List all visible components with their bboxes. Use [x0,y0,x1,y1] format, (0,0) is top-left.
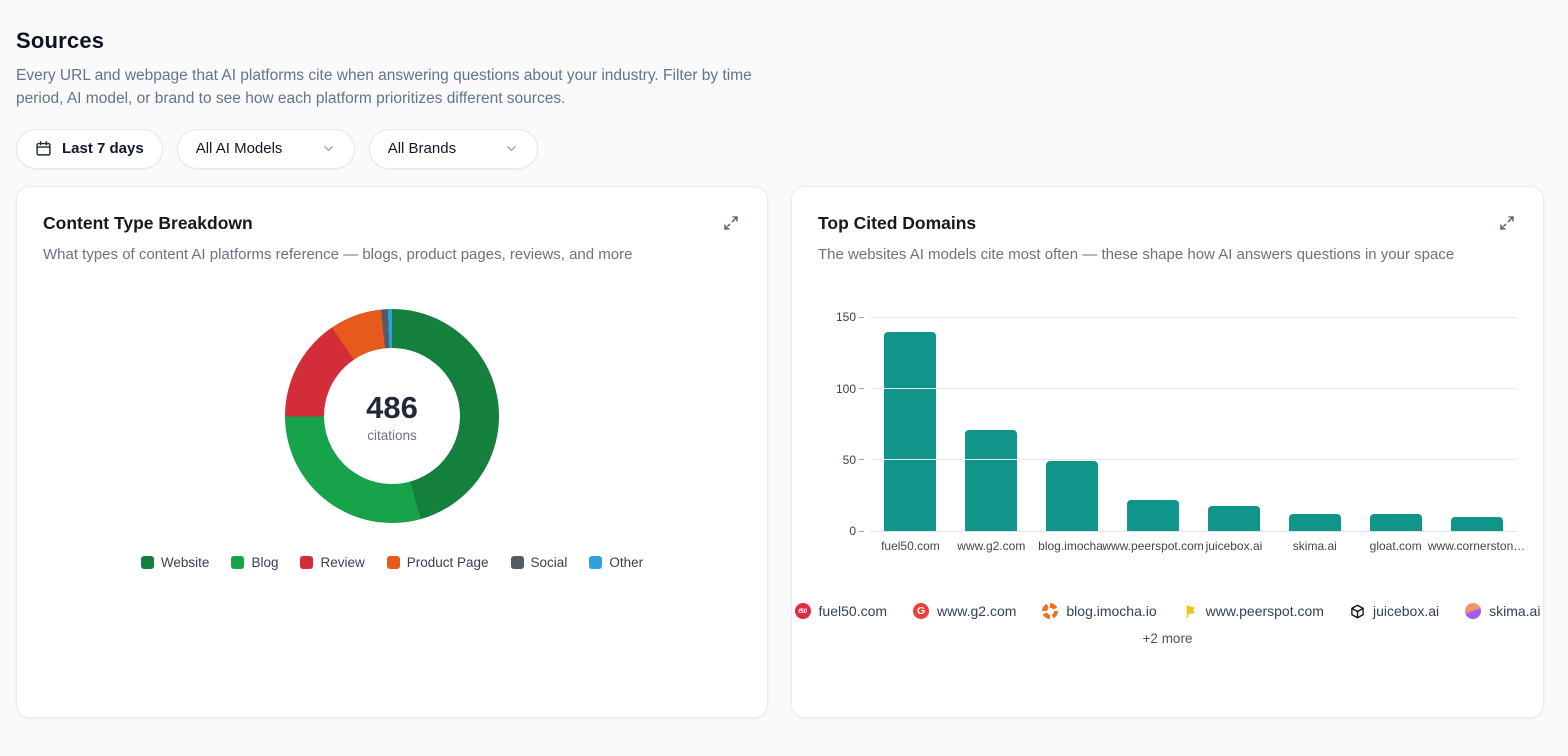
legend-swatch [140,556,154,570]
citation-total-label: citations [367,427,417,443]
citation-total: 486 [366,389,418,425]
content-type-donut-chart[interactable]: 486 citations [285,309,499,524]
content-type-card-title: Content Type Breakdown [43,212,253,233]
x-tick-label: gloat.com [1369,539,1422,554]
top-domains-card: Top Cited Domains The websites AI models… [791,185,1544,718]
juicebox-favicon [1350,604,1365,619]
chevron-down-icon [504,141,519,156]
bar[interactable] [1288,514,1341,532]
sources-page: Sources Every URL and webpage that AI pl… [0,0,1568,718]
gridline [870,459,1517,461]
y-tick-label: 150 [836,310,864,324]
bar[interactable] [1369,514,1422,532]
legend-item: Other [589,555,643,570]
x-tick-label: juicebox.ai [1205,539,1263,554]
expand-button[interactable] [717,209,745,237]
x-tick-label: blog.imocha. [1038,539,1107,554]
x-tick-label: www.cornerston… [1427,539,1526,554]
x-tick-label: skima.ai [1292,539,1337,554]
g2-favicon: G [913,603,930,620]
top-domains-card-title: Top Cited Domains [818,212,977,233]
x-tick-label: fuel50.com [881,539,940,554]
legend-item: Social [510,555,567,570]
page-title: Sources [16,28,105,53]
calendar-icon [35,140,52,157]
domain-chip-label: www.g2.com [937,603,1017,620]
date-range-button[interactable]: Last 7 days [16,128,163,169]
ai-model-label: All AI Models [195,140,283,157]
ai-model-select[interactable]: All AI Models [176,128,355,169]
domain-chip[interactable]: juicebox.ai [1350,603,1439,619]
y-tick-label: 50 [843,453,864,467]
filter-bar: Last 7 days All AI Models All Brands [16,128,1548,169]
content-type-card-subtitle: What types of content AI platforms refer… [43,245,633,263]
date-range-label: Last 7 days [62,140,144,157]
donut-center: 486 citations [324,348,460,485]
domain-chip-label: blog.imocha.io [1066,603,1157,620]
bar[interactable] [1046,461,1099,532]
imocha-favicon [1042,603,1059,620]
bar[interactable] [965,429,1018,532]
legend-item: Review [300,555,365,570]
more-domains-label[interactable]: +2 more [1142,631,1193,647]
y-tick-label: 100 [836,382,864,396]
y-axis: 0 50 100 150 [818,310,870,538]
chevron-down-icon [321,141,336,156]
y-tick-label: 0 [849,524,864,538]
gridline [870,316,1517,318]
gridline [870,530,1517,532]
bar[interactable] [1207,505,1260,532]
top-domains-bar-chart: 0 50 100 150 [818,310,1517,538]
expand-icon [723,215,739,231]
domain-chip[interactable]: skima.ai [1465,603,1541,620]
legend-swatch [300,556,314,570]
expand-icon [1499,215,1515,231]
expand-button[interactable] [1493,209,1521,237]
brand-label: All Brands [387,140,457,157]
domain-chip[interactable]: blog.imocha.io [1042,603,1157,620]
gridline [870,388,1517,390]
page-description: Every URL and webpage that AI platforms … [16,67,752,108]
x-tick-label: www.g2.com [957,539,1026,554]
peerspot-favicon [1183,604,1198,619]
bar[interactable] [1450,516,1503,532]
domain-chip[interactable]: www.peerspot.com [1183,603,1324,619]
domain-chip-label: www.peerspot.com [1205,603,1324,620]
legend-item: Blog [231,555,278,570]
x-axis-labels: fuel50.com www.g2.com blog.imocha. www.peer… [870,539,1526,554]
fuel50-favicon: f50 [794,603,811,620]
legend-swatch [231,556,245,570]
legend-item: Product Page [386,555,489,570]
bar-plot-area [870,316,1517,532]
domain-chip-label: fuel50.com [818,603,888,620]
skima-favicon [1465,603,1482,620]
legend-swatch [589,556,603,570]
domain-chip-label: skima.ai [1489,603,1541,620]
domain-chip[interactable]: f50 fuel50.com [794,603,888,620]
bar[interactable] [1127,499,1180,532]
top-domains-card-subtitle: The websites AI models cite most often —… [818,245,1455,263]
brand-select[interactable]: All Brands [368,128,538,169]
donut-legend: Website Blog Review Product Page Social Other [140,555,643,570]
legend-item: Website [140,555,209,570]
bar[interactable] [884,331,937,532]
x-tick-label: www.peerspot.com [1102,539,1204,554]
legend-swatch [386,556,400,570]
content-type-card: Content Type Breakdown What types of con… [16,185,768,718]
domain-chip-label: juicebox.ai [1372,603,1440,620]
legend-swatch [510,556,524,570]
